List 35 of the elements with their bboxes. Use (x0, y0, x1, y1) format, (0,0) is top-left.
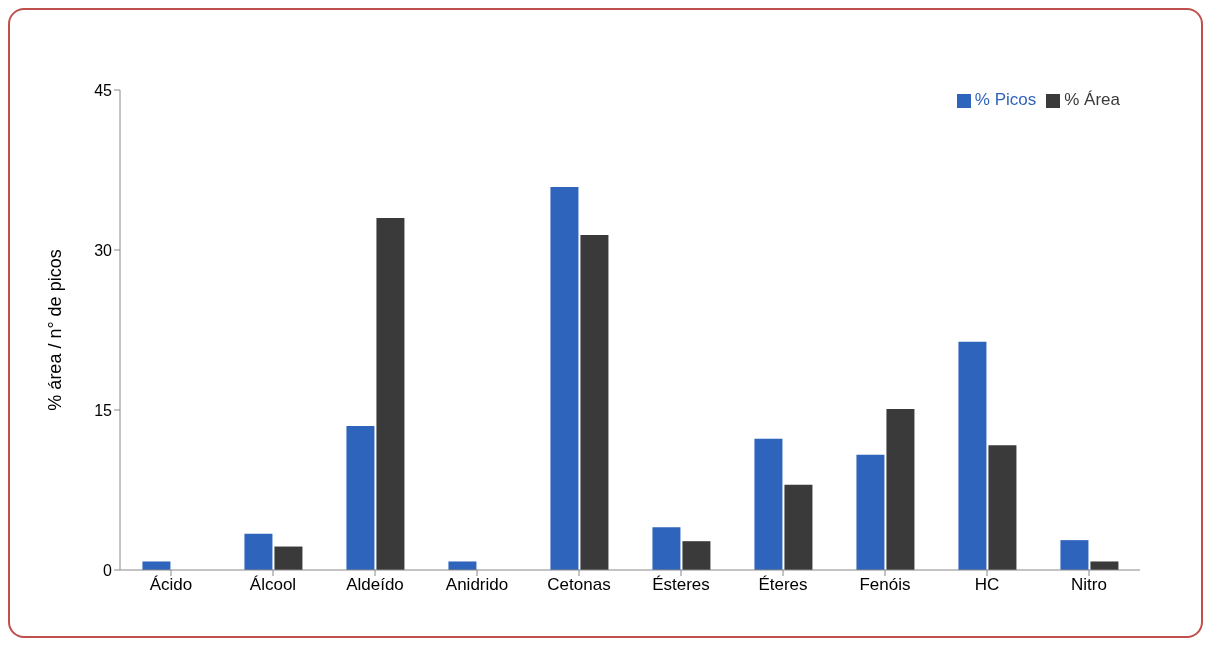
y-axis-title: % área / n° de picos (45, 249, 66, 411)
bar (1090, 561, 1119, 570)
bar (886, 408, 915, 570)
bar (346, 426, 375, 570)
legend-label: % Área (1064, 90, 1120, 109)
y-tick-label: 15 (94, 401, 113, 419)
bar (652, 527, 681, 570)
y-tick-label: 0 (103, 561, 113, 579)
x-tick-label: Ácido (149, 575, 193, 595)
x-tick-label: Aldeído (346, 575, 404, 595)
bar (754, 438, 783, 570)
legend-label: % Picos (974, 90, 1037, 109)
bar (856, 454, 885, 570)
bar (958, 341, 987, 570)
y-tick-label: 30 (94, 241, 113, 259)
bar (274, 546, 303, 570)
bar (988, 445, 1017, 570)
x-tick-label: HC (974, 575, 1000, 595)
x-tick-label: Cetonas (547, 575, 611, 595)
x-tick-label: Anidrido (445, 575, 509, 595)
bar (244, 533, 273, 570)
bar (1060, 540, 1089, 570)
bar (376, 218, 405, 570)
bar (142, 561, 171, 570)
x-tick-label: Éteres (758, 575, 808, 595)
x-tick-label: Fenóis (859, 575, 911, 595)
x-tick-label: Ésteres (652, 575, 710, 595)
bar (550, 187, 579, 570)
bar (580, 235, 609, 570)
x-tick-label: Álcool (249, 575, 297, 595)
bar (448, 561, 477, 570)
bar (784, 484, 813, 570)
x-tick-label: Nitro (1071, 575, 1107, 595)
bar (682, 541, 711, 570)
y-tick-label: 45 (94, 81, 113, 99)
